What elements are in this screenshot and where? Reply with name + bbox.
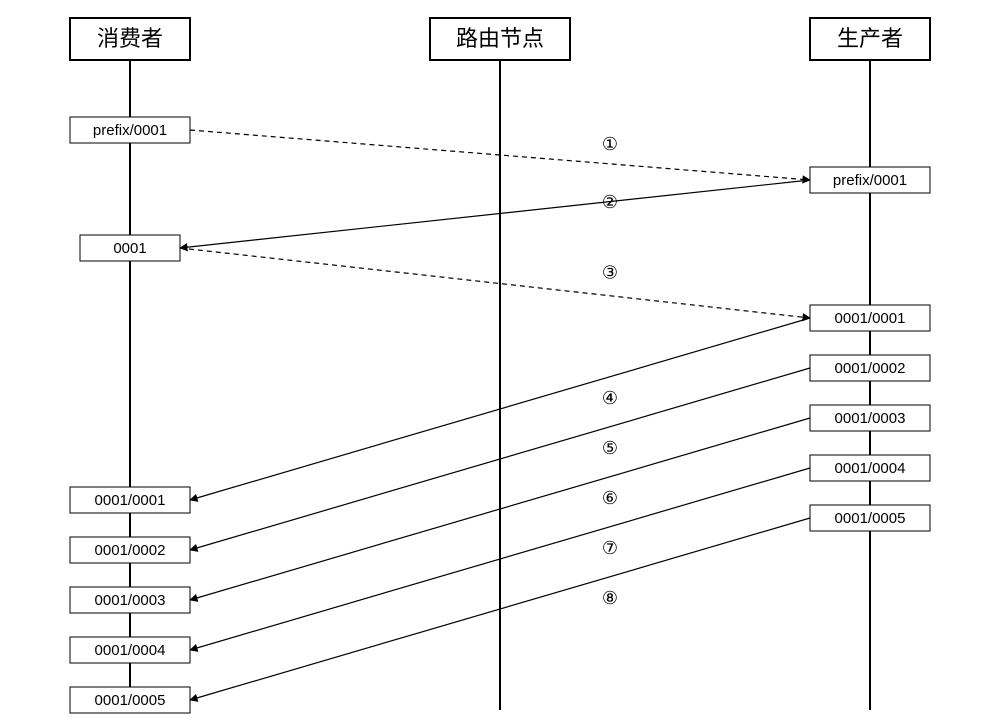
step-label: ⑥	[602, 488, 618, 508]
step-label: ③	[602, 262, 618, 282]
message-box-label: 0001/0003	[95, 592, 166, 609]
message-box-label: 0001/0004	[95, 642, 166, 659]
step-label: ④	[602, 388, 618, 408]
step-label: ⑤	[602, 438, 618, 458]
message-box-label: prefix/0001	[833, 172, 907, 189]
step-label: ①	[602, 134, 618, 154]
step-label: ⑧	[602, 588, 618, 608]
message-box-label: 0001/0002	[95, 542, 166, 559]
message-box-label: 0001/0004	[835, 460, 906, 477]
arrow-step	[180, 180, 810, 248]
consumer-actor-label: 消费者	[97, 26, 163, 51]
router-actor-label: 路由节点	[456, 26, 544, 51]
step-label: ②	[602, 192, 618, 212]
message-box-label: 0001	[113, 240, 146, 257]
arrow-step	[180, 248, 810, 318]
message-box-label: 0001/0005	[95, 692, 166, 709]
message-box-label: 0001/0001	[835, 310, 906, 327]
sequence-diagram: 消费者 路由节点 生产者 ① ② ③ ④ ⑤ ⑥ ⑦ ⑧ prefix/0001 0001 0001/…	[0, 0, 1000, 724]
message-box-label: 0001/0003	[835, 410, 906, 427]
message-box-label: 0001/0001	[95, 492, 166, 509]
producer-actor-label: 生产者	[837, 26, 903, 51]
message-box-label: prefix/0001	[93, 122, 167, 139]
message-box-label: 0001/0002	[835, 360, 906, 377]
step-label: ⑦	[602, 538, 618, 558]
message-box-label: 0001/0005	[835, 510, 906, 527]
